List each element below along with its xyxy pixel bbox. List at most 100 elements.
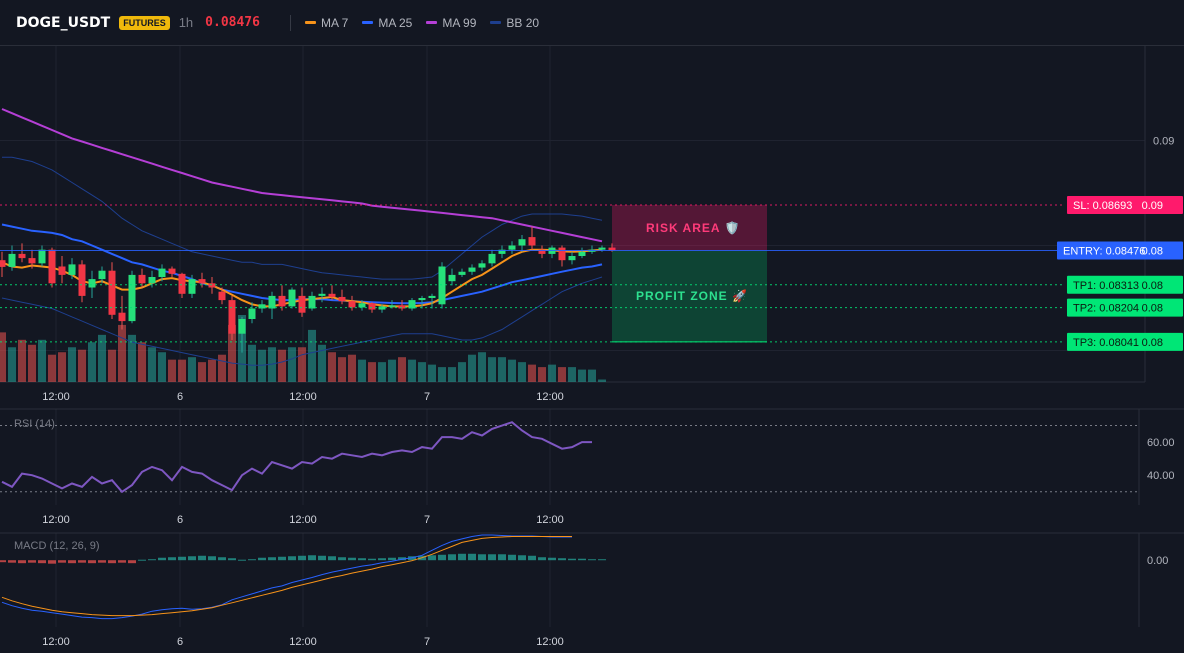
candle-body	[0, 260, 6, 267]
candle-body	[258, 304, 266, 309]
time-tick-label: 6	[177, 636, 183, 648]
candle-body	[8, 253, 16, 267]
volume-bar	[348, 354, 356, 382]
macd-hist-bar	[208, 556, 216, 561]
volume-bar	[398, 357, 406, 382]
candle-body	[538, 249, 546, 254]
macd-hist-bar	[98, 560, 106, 563]
volume-bar	[38, 339, 46, 382]
candle-body	[128, 274, 136, 322]
candle-body	[328, 293, 336, 297]
level-tag-text: TP1: 0.08313	[1073, 280, 1139, 292]
risk-area-label: RISK AREA 🛡️	[646, 221, 740, 235]
volume-bar	[568, 367, 576, 382]
time-tick-label: 7	[424, 636, 430, 648]
timeframe-label[interactable]: 1h	[178, 15, 194, 30]
candle-body	[528, 237, 536, 246]
macd-hist-bar	[518, 555, 526, 561]
macd-hist-bar	[568, 558, 576, 561]
legend-ma7[interactable]: MA 7	[304, 16, 348, 30]
macd-hist-bar	[468, 553, 476, 561]
candle-body	[18, 253, 26, 259]
time-tick-label: 7	[424, 514, 430, 526]
candle-body	[428, 295, 436, 298]
bb-lower-line	[1, 276, 603, 366]
candle-body	[578, 251, 586, 256]
macd-hist-bar	[238, 559, 246, 561]
legend-ma25[interactable]: MA 25	[362, 16, 412, 30]
candle-body	[118, 312, 126, 322]
candle-body	[148, 277, 156, 284]
level-tag-text: SL: 0.08693	[1073, 200, 1132, 212]
volume-bar	[178, 359, 186, 382]
macd-hist-bar	[508, 554, 516, 561]
legend-bb20[interactable]: BB 20	[490, 16, 539, 30]
profit-zone	[612, 250, 767, 342]
volume-bar	[508, 359, 516, 382]
macd-hist-bar	[438, 554, 446, 561]
time-tick-label: 7	[424, 391, 430, 403]
macd-hist-bar	[328, 556, 336, 561]
rsi-tick-label: 40.00	[1147, 470, 1175, 482]
volume-bar	[228, 324, 236, 382]
level-tag	[1057, 241, 1183, 260]
macd-hist-bar	[48, 560, 56, 564]
macd-hist-bar	[388, 557, 396, 561]
macd-hist-bar	[488, 554, 496, 561]
ma99-swatch	[426, 21, 438, 24]
candle-body	[608, 247, 616, 251]
macd-hist-bar	[498, 554, 506, 561]
macd-hist-bar	[188, 556, 196, 561]
candle-body	[278, 295, 286, 307]
legend-ma99[interactable]: MA 99	[426, 16, 476, 30]
candle-body	[438, 266, 446, 305]
volume-bar	[18, 339, 26, 382]
macd-hist-bar	[408, 556, 416, 561]
volume-bar	[488, 357, 496, 382]
volume-bar	[218, 354, 226, 382]
macd-hist-bar	[218, 557, 226, 561]
macd-hist-bar	[298, 555, 306, 561]
volume-bar	[548, 364, 556, 382]
macd-hist-bar	[378, 558, 386, 561]
volume-bar	[518, 362, 526, 382]
level-tag	[1067, 275, 1183, 294]
volume-bar	[48, 354, 56, 382]
level-axis-value: 0.08	[1142, 303, 1163, 315]
time-tick-label: 6	[177, 391, 183, 403]
candle-body	[348, 301, 356, 308]
candle-body	[228, 300, 236, 334]
volume-bar	[598, 379, 606, 382]
time-tick-label: 12:00	[289, 391, 317, 403]
macd-hist-bar	[28, 560, 36, 563]
candle-body	[28, 258, 36, 264]
candle-body	[178, 273, 186, 294]
volume-bar	[288, 347, 296, 382]
volume-bar	[278, 349, 286, 382]
volume-bar	[458, 362, 466, 382]
volume-bar	[0, 332, 6, 382]
macd-hist-bar	[368, 558, 376, 561]
candle-body	[238, 319, 246, 334]
macd-hist-bar	[478, 554, 486, 561]
volume-bar	[28, 344, 36, 382]
macd-hist-bar	[428, 555, 436, 561]
volume-bar	[468, 354, 476, 382]
candle-body	[38, 249, 46, 264]
macd-hist-bar	[8, 560, 16, 563]
time-tick-label: 12:00	[536, 636, 564, 648]
volume-bar	[158, 352, 166, 382]
level-tag-text: TP3: 0.08041	[1073, 337, 1139, 349]
candle-body	[598, 247, 606, 250]
symbol-label[interactable]: DOGE_USDT	[16, 14, 111, 31]
macd-hist-bar	[198, 555, 206, 561]
macd-hist-bar	[308, 555, 316, 561]
time-tick-label: 12:00	[42, 514, 70, 526]
volume-bar	[258, 349, 266, 382]
macd-hist-bar	[108, 560, 116, 564]
macd-tick-label: 0.00	[1147, 555, 1168, 567]
candle-body	[408, 300, 416, 309]
macd-hist-bar	[448, 554, 456, 561]
volume-bar	[168, 359, 176, 382]
